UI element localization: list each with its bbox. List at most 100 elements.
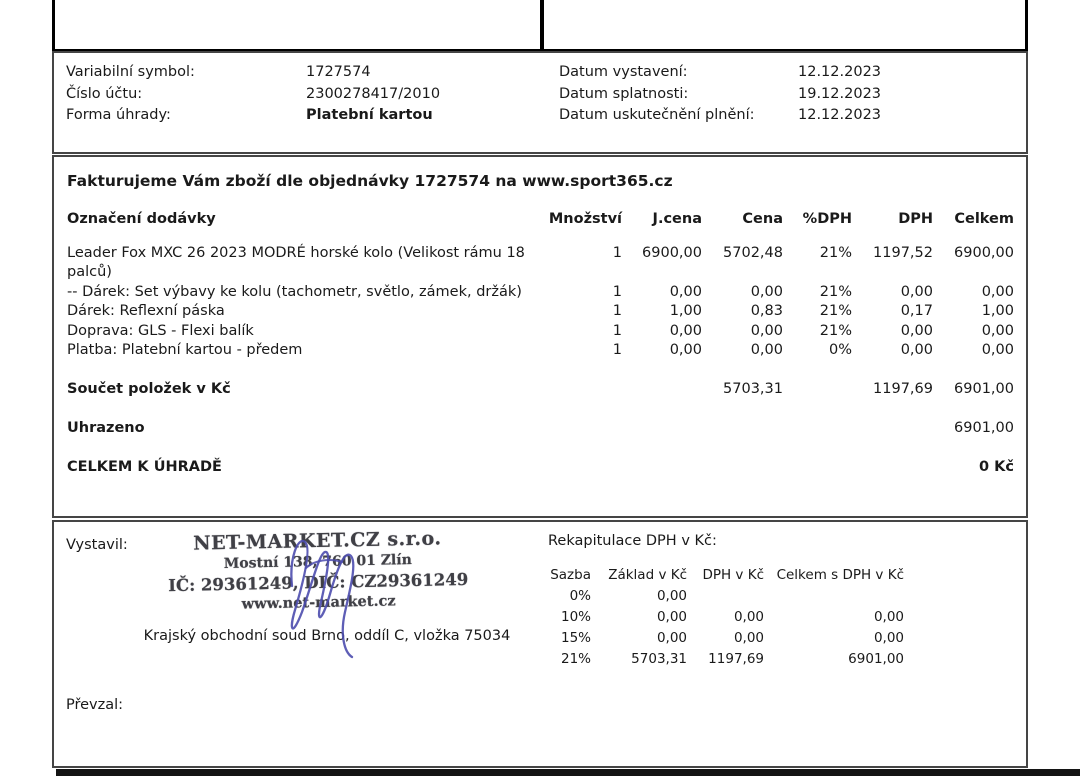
col-header-qty: Množství xyxy=(548,211,622,227)
due-date-value: 19.12.2023 xyxy=(798,85,882,102)
vat-base: 0,00 xyxy=(656,630,687,646)
items-sum-price: 5703,31 xyxy=(723,380,783,397)
vat-recap-row: 0% 0,00 xyxy=(548,586,904,607)
item-total: 6900,00 xyxy=(954,244,1014,261)
top-header-boxes xyxy=(52,0,1028,52)
received-by-label: Převzal: xyxy=(66,697,124,713)
total-due-row: CELKEM K ÚHRADĚ 0 Kč xyxy=(67,458,1014,478)
court-registration-text: Krajský obchodní soud Brno, oddíl C, vlo… xyxy=(143,628,511,644)
item-unit-price: 0,00 xyxy=(669,322,702,339)
item-qty: 1 xyxy=(612,303,622,319)
bottom-cutoff-bar xyxy=(56,769,1080,776)
account-number-value: 2300278417/2010 xyxy=(306,85,441,102)
item-name: Platba: Platební kartou - předem xyxy=(67,342,303,358)
vat-recap-row: 10% 0,00 0,00 0,00 xyxy=(548,607,904,628)
vat-amount: 1197,69 xyxy=(708,651,764,667)
item-vat-rate: 21% xyxy=(819,283,852,300)
item-qty: 1 xyxy=(612,322,622,339)
item-row: -- Dárek: Set výbavy ke kolu (tachometr,… xyxy=(67,283,1014,303)
vat-amount xyxy=(687,586,764,607)
item-row: Doprava: GLS - Flexi balík 1 0,00 0,00 2… xyxy=(67,322,1014,342)
item-total: 0,00 xyxy=(981,322,1014,339)
item-price: 0,00 xyxy=(750,322,783,339)
item-vat: 0,00 xyxy=(900,322,933,339)
vat-recap: Rekapitulace DPH v Kč: Sazba Základ v Kč… xyxy=(548,533,904,670)
item-row: Leader Fox MXC 26 2023 MODRÉ horské kolo… xyxy=(67,244,1014,283)
payment-info-box: Variabilní symbol: 1727574 Datum vystave… xyxy=(52,51,1028,154)
item-price: 0,83 xyxy=(750,303,783,319)
item-total: 0,00 xyxy=(981,283,1014,300)
items-sum-row: Součet položek v Kč 5703,31 1197,69 6901… xyxy=(67,380,1014,400)
item-name: Leader Fox MXC 26 2023 MODRÉ horské kolo… xyxy=(67,244,525,281)
item-total: 0,00 xyxy=(981,342,1014,358)
issue-date-label: Datum vystavení: xyxy=(559,64,688,80)
col-header-vat: DPH xyxy=(898,211,933,227)
item-unit-price: 6900,00 xyxy=(642,244,702,261)
order-box: Fakturujeme Vám zboží dle objednávky 172… xyxy=(52,155,1028,518)
vat-rate: 10% xyxy=(560,609,591,625)
item-vat: 0,00 xyxy=(900,342,933,358)
paid-total: 6901,00 xyxy=(954,420,1014,436)
vat-total: 0,00 xyxy=(873,609,904,625)
vat-base: 5703,31 xyxy=(631,651,687,667)
vat-recap-row: 15% 0,00 0,00 0,00 xyxy=(548,628,904,649)
payment-row: Variabilní symbol: 1727574 Datum vystave… xyxy=(66,62,1026,84)
vat-col-rate: Sazba xyxy=(550,567,591,583)
taxable-date-value: 12.12.2023 xyxy=(798,107,882,123)
item-price: 5702,48 xyxy=(723,244,783,261)
account-number-label: Číslo účtu: xyxy=(66,85,143,102)
vat-amount: 0,00 xyxy=(733,609,764,625)
top-boxes-divider xyxy=(540,0,544,49)
item-qty: 1 xyxy=(612,342,622,358)
item-name: Doprava: GLS - Flexi balík xyxy=(67,322,254,339)
item-unit-price: 1,00 xyxy=(669,303,702,319)
vat-col-base: Základ v Kč xyxy=(608,567,687,583)
vat-rate: 15% xyxy=(560,630,591,646)
vat-col-vat: DPH v Kč xyxy=(702,567,764,583)
item-qty: 1 xyxy=(612,244,622,261)
taxable-date-label: Datum uskutečnění plnění: xyxy=(559,107,755,123)
item-unit-price: 0,00 xyxy=(669,342,702,358)
col-header-name: Označení dodávky xyxy=(67,211,216,227)
vat-recap-row: 21% 5703,31 1197,69 6901,00 xyxy=(548,649,904,670)
col-header-unit-price: J.cena xyxy=(652,211,702,227)
item-row: Dárek: Reflexní páska 1 1,00 0,83 21% 0,… xyxy=(67,302,1014,322)
vat-amount: 0,00 xyxy=(733,630,764,646)
issue-date-value: 12.12.2023 xyxy=(798,64,882,80)
total-due-value: 0 Kč xyxy=(979,458,1014,475)
col-header-price: Cena xyxy=(742,211,783,227)
items-sum-label: Součet položek v Kč xyxy=(67,380,231,397)
item-vat-rate: 21% xyxy=(819,303,852,319)
paid-label: Uhrazeno xyxy=(67,420,145,436)
signature-scribble xyxy=(290,539,355,659)
item-name: -- Dárek: Set výbavy ke kolu (tachometr,… xyxy=(67,283,522,300)
payment-method-label: Forma úhrady: xyxy=(66,107,171,123)
col-header-total: Celkem xyxy=(954,211,1014,227)
vat-recap-title: Rekapitulace DPH v Kč: xyxy=(548,533,717,549)
item-total: 1,00 xyxy=(981,303,1014,319)
item-qty: 1 xyxy=(612,283,622,300)
paid-row: Uhrazeno 6901,00 xyxy=(67,419,1014,439)
payment-row: Číslo účtu: 2300278417/2010 Datum splatn… xyxy=(66,84,1026,106)
items-sum-total: 6901,00 xyxy=(954,380,1014,397)
item-vat: 1197,52 xyxy=(873,244,933,261)
item-vat-rate: 0% xyxy=(828,342,852,358)
payment-method-value: Platební kartou xyxy=(306,107,433,123)
total-due-label: CELKEM K ÚHRADĚ xyxy=(67,458,222,475)
vat-total: 6901,00 xyxy=(848,651,904,667)
vat-recap-header: Sazba Základ v Kč DPH v Kč Celkem s DPH … xyxy=(548,565,904,586)
vat-base: 0,00 xyxy=(656,588,687,604)
variable-symbol-label: Variabilní symbol: xyxy=(66,64,195,80)
issued-by-label: Vystavil: xyxy=(66,537,128,553)
due-date-label: Datum splatnosti: xyxy=(559,85,689,102)
item-vat-rate: 21% xyxy=(819,244,852,261)
items-sum-vat: 1197,69 xyxy=(873,380,933,397)
item-name: Dárek: Reflexní páska xyxy=(67,303,225,319)
variable-symbol-value: 1727574 xyxy=(306,64,371,80)
item-vat: 0,17 xyxy=(900,303,933,319)
item-unit-price: 0,00 xyxy=(669,283,702,300)
vat-rate: 0% xyxy=(569,588,591,604)
item-price: 0,00 xyxy=(750,342,783,358)
vat-base: 0,00 xyxy=(656,609,687,625)
